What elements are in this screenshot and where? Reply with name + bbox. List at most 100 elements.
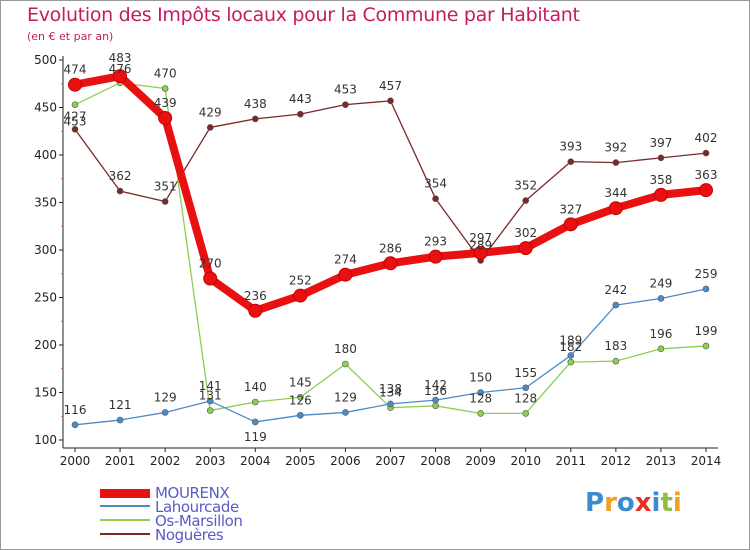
data-label: 136 <box>424 384 447 398</box>
x-tick-label: 2011 <box>556 454 587 468</box>
y-tick-label: 400 <box>34 148 57 162</box>
data-label: 145 <box>289 375 312 389</box>
data-label: 140 <box>244 380 267 394</box>
data-label: 474 <box>64 63 87 77</box>
data-point <box>702 149 710 157</box>
legend-swatch-os-marsillon <box>100 519 150 521</box>
data-point <box>699 183 713 198</box>
data-point <box>68 77 82 92</box>
data-label: 327 <box>559 202 582 216</box>
data-label: 134 <box>379 386 402 400</box>
x-tick-label: 2002 <box>150 454 181 468</box>
data-label: 297 <box>469 231 492 245</box>
data-point <box>567 358 575 366</box>
data-point <box>251 418 259 426</box>
data-point <box>567 352 575 359</box>
data-point <box>657 295 665 302</box>
data-point <box>338 267 353 282</box>
logo-letter: i <box>651 488 661 518</box>
data-point <box>608 201 623 216</box>
data-point <box>297 411 304 419</box>
data-point <box>567 158 575 165</box>
y-tick-label: 100 <box>34 433 57 447</box>
data-point <box>612 159 620 166</box>
data-point <box>248 303 263 318</box>
data-point <box>342 101 349 108</box>
data-point <box>432 195 439 202</box>
data-point <box>477 410 484 417</box>
data-point <box>71 101 79 108</box>
data-label: 397 <box>649 136 672 150</box>
data-point <box>297 110 304 118</box>
data-point <box>387 400 394 408</box>
x-tick-label: 2014 <box>691 454 722 468</box>
data-point <box>251 398 259 406</box>
proxiti-logo: Proxiti <box>585 488 682 518</box>
data-point <box>657 154 665 162</box>
logo-letter: P <box>585 488 605 518</box>
data-label: 182 <box>559 340 582 354</box>
data-point <box>161 198 169 205</box>
data-label: 126 <box>289 393 312 407</box>
data-label: 392 <box>604 141 627 155</box>
data-point <box>116 416 124 424</box>
data-label: 293 <box>424 235 447 249</box>
data-label: 439 <box>154 96 177 110</box>
x-tick-label: 2003 <box>195 454 226 468</box>
data-point <box>563 217 578 232</box>
data-label: 457 <box>379 79 402 93</box>
data-label: 363 <box>695 168 718 182</box>
data-point <box>342 360 349 368</box>
data-label: 274 <box>334 253 357 267</box>
data-label: 121 <box>109 398 132 412</box>
data-point <box>293 288 308 303</box>
data-point <box>522 197 530 204</box>
data-label: 352 <box>514 179 537 193</box>
data-point <box>342 409 349 416</box>
data-point <box>71 421 79 429</box>
data-label: 141 <box>199 379 222 393</box>
data-label: 155 <box>514 366 537 380</box>
logo-letter: x <box>634 488 652 518</box>
data-label: 393 <box>559 140 582 154</box>
data-label: 358 <box>649 173 672 187</box>
y-tick-label: 450 <box>34 101 57 115</box>
data-label: 252 <box>289 274 312 288</box>
data-label: 150 <box>469 371 492 385</box>
data-point <box>653 187 668 202</box>
data-label: 354 <box>424 177 447 191</box>
data-point <box>428 249 443 264</box>
x-tick-label: 2012 <box>601 454 632 468</box>
x-tick-label: 2001 <box>105 454 136 468</box>
data-label: 286 <box>379 241 402 255</box>
y-tick-label: 350 <box>34 196 57 210</box>
data-label: 344 <box>604 186 627 200</box>
data-label: 142 <box>424 378 447 392</box>
data-label: 196 <box>649 327 672 341</box>
logo-letter: i <box>672 488 682 518</box>
data-point <box>522 410 530 417</box>
y-tick-label: 300 <box>34 243 57 257</box>
data-point <box>251 115 259 123</box>
data-point <box>158 110 173 125</box>
x-tick-label: 2013 <box>646 454 677 468</box>
data-point <box>116 187 124 195</box>
data-point <box>206 407 214 414</box>
y-tick-label: 200 <box>34 338 57 352</box>
legend-swatch-nogueres <box>100 533 150 535</box>
data-label: 453 <box>334 83 357 97</box>
data-point <box>702 285 710 293</box>
data-label: 128 <box>514 391 537 405</box>
data-point <box>297 393 304 401</box>
data-label: 199 <box>695 324 718 338</box>
data-label: 189 <box>559 333 582 347</box>
legend-swatch-lahourcade <box>100 505 150 507</box>
legend-label-nogueres: Noguères <box>155 526 224 544</box>
x-tick-label: 2010 <box>510 454 541 468</box>
data-point <box>477 389 484 396</box>
data-point <box>113 69 128 84</box>
data-label: 249 <box>649 276 672 290</box>
data-point <box>522 384 530 392</box>
data-label: 116 <box>64 403 87 417</box>
